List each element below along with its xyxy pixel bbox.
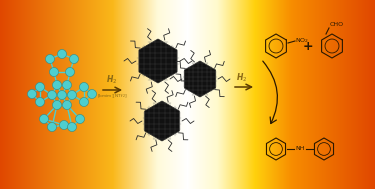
Circle shape	[66, 67, 75, 77]
Polygon shape	[184, 61, 216, 97]
Text: NO$_2$: NO$_2$	[295, 36, 309, 45]
Circle shape	[69, 54, 78, 64]
Circle shape	[68, 122, 76, 132]
Circle shape	[87, 90, 96, 98]
Circle shape	[39, 115, 48, 123]
Circle shape	[36, 83, 45, 91]
Circle shape	[50, 67, 58, 77]
Text: +: +	[303, 40, 313, 53]
Text: [bmim][NTf$_2$]: [bmim][NTf$_2$]	[97, 93, 127, 100]
Circle shape	[53, 81, 62, 90]
Circle shape	[48, 91, 57, 99]
Circle shape	[36, 98, 45, 106]
Circle shape	[60, 121, 69, 129]
FancyArrowPatch shape	[263, 61, 278, 123]
Circle shape	[63, 81, 72, 90]
Circle shape	[45, 54, 54, 64]
Text: CHO: CHO	[330, 22, 344, 27]
Text: NH: NH	[295, 146, 304, 150]
Circle shape	[27, 90, 36, 98]
Circle shape	[48, 122, 57, 132]
Polygon shape	[139, 39, 177, 83]
Circle shape	[68, 91, 76, 99]
Text: H$_2$: H$_2$	[106, 74, 118, 86]
Circle shape	[63, 101, 72, 109]
Circle shape	[75, 115, 84, 123]
Polygon shape	[145, 101, 179, 141]
Circle shape	[80, 83, 88, 91]
Circle shape	[53, 101, 62, 109]
Circle shape	[57, 91, 66, 99]
Circle shape	[80, 98, 88, 106]
Circle shape	[57, 50, 66, 59]
Text: H$_2$: H$_2$	[236, 71, 248, 84]
